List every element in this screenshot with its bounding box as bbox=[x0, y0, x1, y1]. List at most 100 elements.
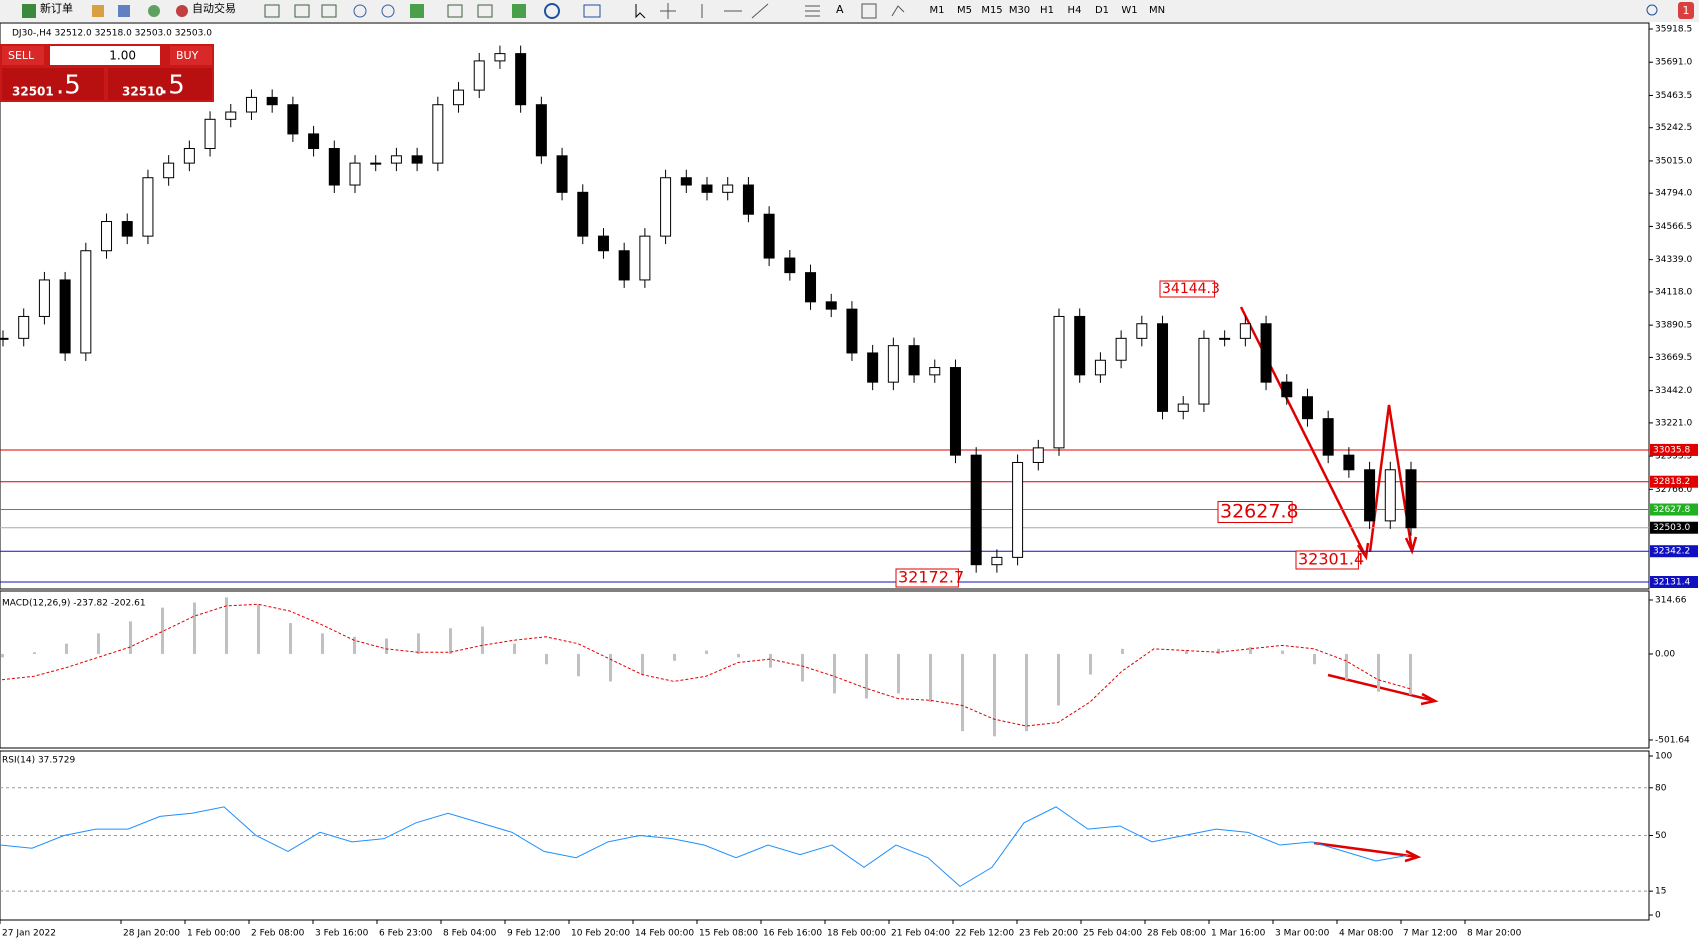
timeframe[interactable]: M5 bbox=[957, 5, 972, 16]
zoom-in[interactable] bbox=[353, 4, 367, 18]
x-tick-label: 8 Feb 04:00 bbox=[443, 929, 497, 939]
annotation-box bbox=[895, 568, 959, 588]
timeframe[interactable]: M30 bbox=[1009, 5, 1030, 16]
search[interactable] bbox=[1646, 4, 1658, 16]
macd-bar bbox=[129, 621, 132, 654]
x-tick-label: 7 Mar 12:00 bbox=[1403, 929, 1458, 939]
timeframes: M1 M5 M15 M30 H1 H4 D1 W1 MN bbox=[930, 5, 1166, 16]
x-tick-label: 6 Feb 23:00 bbox=[379, 929, 433, 939]
candle bbox=[1177, 403, 1189, 412]
y-tick-label: 34118.0 bbox=[1655, 287, 1692, 297]
tool-icon[interactable] bbox=[321, 4, 337, 18]
candle bbox=[1094, 359, 1106, 376]
bid-box[interactable] bbox=[2, 68, 104, 100]
tool-icon[interactable] bbox=[264, 4, 280, 18]
macd-bar bbox=[161, 607, 164, 654]
x-tick-label: 8 Mar 20:00 bbox=[1467, 929, 1522, 939]
candle bbox=[494, 53, 506, 62]
macd-bar bbox=[577, 653, 580, 677]
macd-bar bbox=[1409, 653, 1412, 695]
auto-trading[interactable]: 自动交易 bbox=[192, 1, 236, 15]
tool-icon[interactable] bbox=[294, 4, 310, 18]
candle bbox=[1012, 461, 1024, 558]
candle bbox=[867, 352, 879, 383]
timeframe[interactable]: M1 bbox=[930, 5, 945, 16]
y-tick-label: 32766.0 bbox=[1655, 485, 1692, 495]
auto-trading-icon[interactable] bbox=[176, 5, 188, 17]
lots[interactable]: 1.00 bbox=[109, 49, 136, 63]
ask[interactable]: 32510 bbox=[122, 85, 164, 99]
timeframe[interactable]: MN bbox=[1149, 5, 1165, 16]
candle bbox=[535, 104, 547, 157]
sell[interactable]: SELL bbox=[8, 49, 35, 62]
macd-bar bbox=[321, 633, 324, 654]
bid[interactable]: 32501 bbox=[12, 85, 54, 99]
tool-icon[interactable] bbox=[410, 4, 424, 18]
y-tick-label: 35015.0 bbox=[1655, 156, 1692, 166]
timeframe[interactable]: D1 bbox=[1095, 5, 1109, 16]
ask-box[interactable] bbox=[108, 68, 212, 100]
macd-bar bbox=[1121, 648, 1124, 654]
trendline-tool[interactable] bbox=[751, 3, 769, 19]
new-order[interactable]: 新订单 bbox=[40, 1, 73, 15]
label-tool[interactable] bbox=[861, 3, 877, 19]
macd-bar bbox=[929, 653, 932, 702]
candle bbox=[1198, 337, 1210, 405]
macd-bar bbox=[289, 623, 292, 654]
tool-icon[interactable] bbox=[477, 4, 493, 18]
candle bbox=[639, 235, 651, 281]
tool-icon[interactable] bbox=[512, 4, 526, 18]
x-tick-label: 3 Feb 16:00 bbox=[315, 929, 369, 939]
candle bbox=[80, 250, 92, 354]
timeframe[interactable]: W1 bbox=[1121, 5, 1137, 16]
timeframe[interactable]: H1 bbox=[1040, 5, 1054, 16]
macd-bar bbox=[481, 626, 484, 654]
macd-bar bbox=[225, 597, 228, 654]
x-tick-label: 16 Feb 16:00 bbox=[763, 929, 822, 939]
sell-button[interactable] bbox=[2, 46, 44, 65]
new-order-icon[interactable] bbox=[22, 4, 36, 18]
tool-icon[interactable] bbox=[148, 5, 160, 17]
price-tag: 32627.8 bbox=[1653, 505, 1690, 515]
tool-icon[interactable] bbox=[92, 5, 104, 17]
macd-bar bbox=[705, 650, 708, 654]
buy[interactable]: BUY bbox=[176, 49, 199, 62]
y-tick-label: 33442.0 bbox=[1655, 386, 1692, 396]
main-panel bbox=[0, 22, 1650, 590]
price-tag: 32818.2 bbox=[1653, 477, 1690, 487]
timeframe[interactable]: M15 bbox=[981, 5, 1002, 16]
fibo-tool[interactable] bbox=[805, 5, 820, 17]
y-tick-label: 35918.5 bbox=[1655, 25, 1692, 35]
cursor-tool[interactable] bbox=[635, 4, 646, 19]
candle bbox=[1260, 323, 1272, 383]
tool-icon[interactable] bbox=[447, 4, 463, 18]
candle bbox=[142, 177, 154, 237]
candle bbox=[887, 345, 899, 383]
buy-button[interactable] bbox=[170, 46, 212, 65]
arrow-tool[interactable] bbox=[891, 5, 905, 17]
period-icon[interactable] bbox=[544, 3, 560, 19]
timeframe[interactable]: H4 bbox=[1068, 5, 1082, 16]
y-tick-label: 35463.5 bbox=[1655, 91, 1692, 101]
candle bbox=[183, 148, 195, 164]
ask-fraction[interactable]: .5 bbox=[160, 71, 185, 101]
candle bbox=[163, 162, 175, 179]
candle bbox=[1364, 469, 1376, 522]
y-tick-label: -501.64 bbox=[1655, 736, 1690, 746]
x-tick-label: 9 Feb 12:00 bbox=[507, 929, 561, 939]
bid-fraction[interactable]: .5 bbox=[56, 71, 81, 101]
crosshair-tool[interactable] bbox=[660, 3, 676, 19]
macd-bar bbox=[353, 636, 356, 654]
y-tick-label: 33890.5 bbox=[1655, 321, 1692, 331]
macd-bar bbox=[513, 643, 516, 654]
template-icon[interactable] bbox=[583, 4, 601, 18]
zoom-out[interactable] bbox=[381, 4, 395, 18]
text-tool[interactable]: A bbox=[836, 3, 844, 16]
alerts[interactable] bbox=[1678, 2, 1694, 19]
lots-input[interactable] bbox=[50, 46, 160, 65]
candle bbox=[991, 556, 1003, 566]
candle bbox=[722, 184, 734, 193]
y-tick-label: 0.00 bbox=[1655, 649, 1675, 659]
macd-bar bbox=[769, 653, 772, 668]
tool-icon[interactable] bbox=[118, 5, 130, 17]
